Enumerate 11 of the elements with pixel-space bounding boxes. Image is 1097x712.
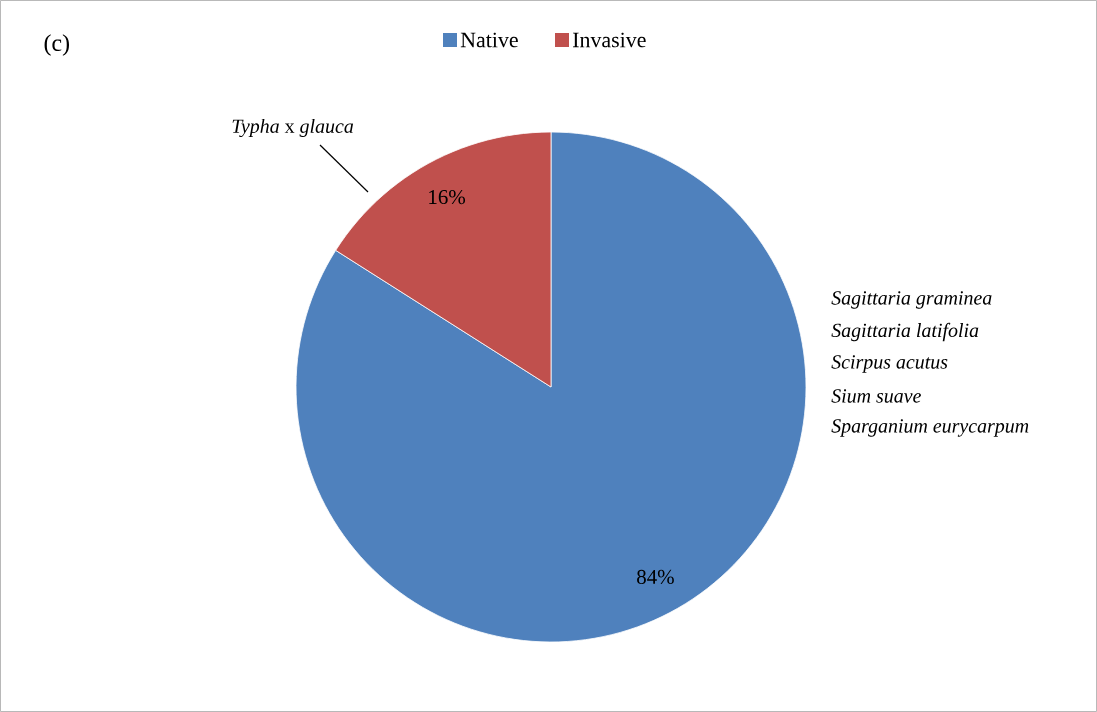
text: Typha x glauca — [232, 118, 354, 138]
data-label: 84% — [637, 569, 674, 585]
data-label: 16% — [429, 189, 466, 205]
text: Sagittaria graminea — [831, 291, 992, 309]
text: (c) — [44, 34, 69, 56]
legend-label: Invasive — [572, 32, 646, 48]
text: Sium suave — [831, 389, 921, 403]
text: Sparganium eurycarpum — [831, 419, 1029, 437]
text: Sagittaria latifolia — [831, 322, 979, 342]
text: Scirpus acutus — [831, 355, 948, 373]
legend-label: Native — [460, 32, 518, 48]
